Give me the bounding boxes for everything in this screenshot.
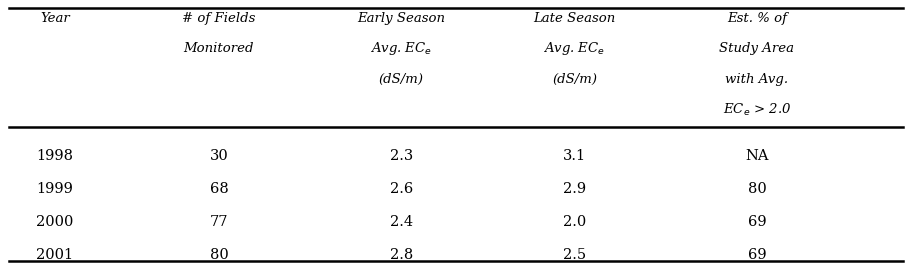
Text: Est. % of: Est. % of [726, 12, 786, 25]
Text: Avg. EC$_e$: Avg. EC$_e$ [370, 40, 432, 57]
Text: 2.5: 2.5 [562, 248, 586, 262]
Text: Monitored: Monitored [183, 42, 254, 55]
Text: 2.3: 2.3 [389, 149, 413, 163]
Text: 2.4: 2.4 [389, 215, 413, 229]
Text: Early Season: Early Season [357, 12, 445, 25]
Text: EC$_e$ > 2.0: EC$_e$ > 2.0 [722, 102, 790, 117]
Text: with Avg.: with Avg. [724, 73, 788, 86]
Text: 80: 80 [747, 182, 765, 196]
Text: 77: 77 [210, 215, 228, 229]
Text: Year: Year [40, 12, 69, 25]
Text: 1999: 1999 [36, 182, 73, 196]
Text: Study Area: Study Area [719, 42, 793, 55]
Text: 80: 80 [210, 248, 228, 262]
Text: Avg. EC$_e$: Avg. EC$_e$ [543, 40, 605, 57]
Text: 2.9: 2.9 [562, 182, 586, 196]
Text: 69: 69 [747, 215, 765, 229]
Text: 2001: 2001 [36, 248, 73, 262]
Text: 30: 30 [210, 149, 228, 163]
Text: 1998: 1998 [36, 149, 73, 163]
Text: 2.0: 2.0 [562, 215, 586, 229]
Text: 2.8: 2.8 [389, 248, 413, 262]
Text: Late Season: Late Season [533, 12, 615, 25]
Text: 3.1: 3.1 [562, 149, 586, 163]
Text: # of Fields: # of Fields [182, 12, 255, 25]
Text: NA: NA [744, 149, 768, 163]
Text: 69: 69 [747, 248, 765, 262]
Text: 2000: 2000 [36, 215, 73, 229]
Text: 68: 68 [210, 182, 228, 196]
Text: (dS/m): (dS/m) [551, 73, 597, 86]
Text: 2.6: 2.6 [389, 182, 413, 196]
Text: (dS/m): (dS/m) [378, 73, 424, 86]
